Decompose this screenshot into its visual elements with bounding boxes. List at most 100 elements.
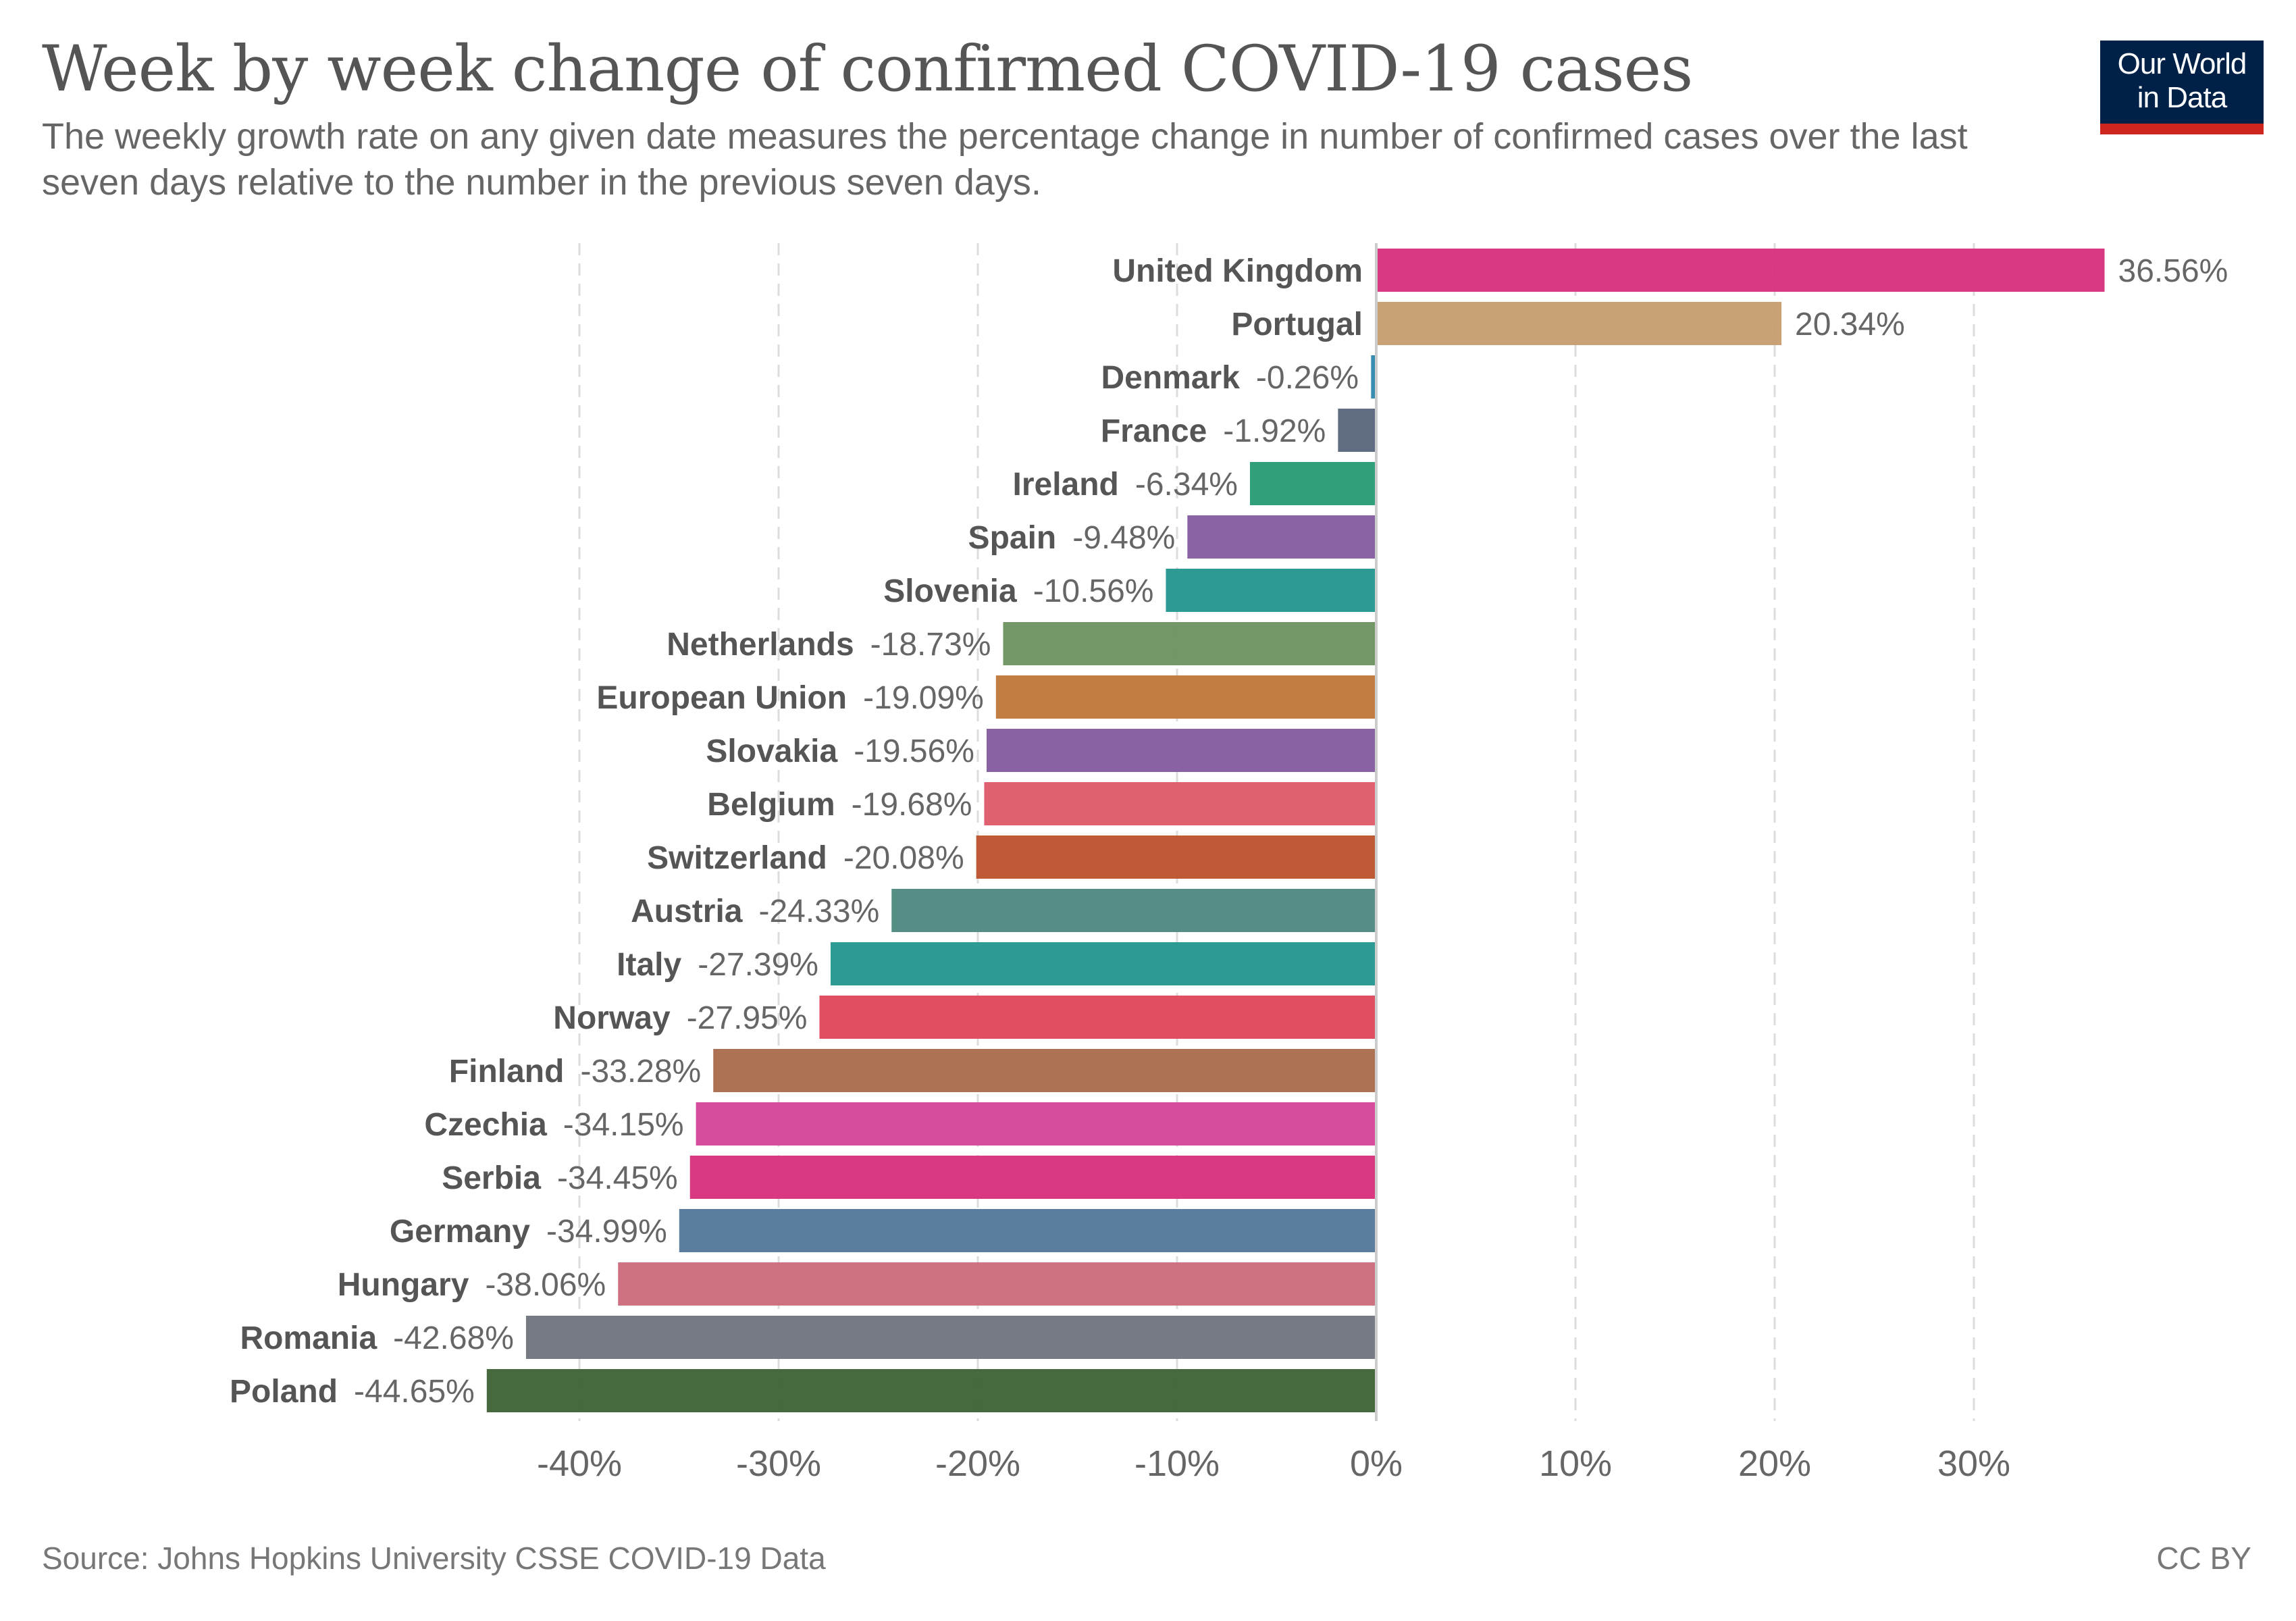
bar-label: Netherlands -18.73% <box>667 627 991 663</box>
category-label: Finland <box>449 1054 565 1089</box>
bar-label: Hungary -38.06% <box>338 1267 606 1303</box>
chart-title: Week by week change of confirmed COVID-1… <box>42 32 1693 106</box>
label-spacer <box>469 1267 485 1303</box>
value-label: -19.68% <box>852 787 972 823</box>
category-label: Belgium <box>707 787 835 823</box>
label-spacer <box>1207 413 1223 449</box>
x-tick-label: 0% <box>1350 1443 1403 1484</box>
bar-label: European Union -19.09% <box>596 680 983 716</box>
label-spacer <box>1056 520 1072 556</box>
bar-united-kingdom[interactable] <box>1376 249 2105 292</box>
value-label: -34.99% <box>546 1214 667 1250</box>
label-spacer <box>541 1160 557 1196</box>
license-link[interactable]: CC BY <box>2156 1541 2251 1576</box>
label-spacer <box>854 627 870 663</box>
category-label: Slovenia <box>883 573 1017 609</box>
value-label: -19.09% <box>863 680 984 716</box>
bar-european-union[interactable] <box>995 675 1376 719</box>
value-label: -27.95% <box>687 1000 808 1036</box>
bar-france[interactable] <box>1338 409 1376 452</box>
logo-stripe <box>2100 124 2264 134</box>
label-spacer <box>671 1000 687 1036</box>
owid-logo[interactable]: Our World in Data <box>2100 41 2264 134</box>
label-spacer <box>338 1374 354 1410</box>
bar-belgium[interactable] <box>984 782 1376 825</box>
bar-ireland[interactable] <box>1249 462 1376 505</box>
bar-label: Italy -27.39% <box>617 947 818 983</box>
label-spacer <box>827 840 843 876</box>
bar-serbia[interactable] <box>689 1156 1376 1199</box>
bar-slovenia[interactable] <box>1166 569 1376 612</box>
bar-label: Switzerland -20.08% <box>647 840 964 876</box>
label-spacer <box>564 1054 580 1089</box>
bar-label: Norway -27.95% <box>553 1000 807 1036</box>
bar-poland[interactable] <box>486 1369 1377 1412</box>
category-label: Italy <box>617 947 681 983</box>
bar-denmark[interactable] <box>1371 355 1377 398</box>
bar-label: Slovakia -19.56% <box>706 734 974 769</box>
label-spacer <box>530 1214 546 1250</box>
bar-label: Finland -33.28% <box>449 1054 701 1089</box>
label-spacer <box>1119 467 1135 503</box>
category-label: Switzerland <box>647 840 827 876</box>
logo-text: Our World in Data <box>2100 47 2264 115</box>
value-label: -18.73% <box>870 627 991 663</box>
bar-label: Germany -34.99% <box>390 1214 667 1250</box>
label-spacer <box>742 894 758 929</box>
category-label: Austria <box>631 894 743 929</box>
bar-label: Czechia -34.15% <box>424 1107 683 1143</box>
value-label: -24.33% <box>758 894 879 929</box>
value-label: -0.26% <box>1256 360 1359 396</box>
bar-label: Spain -9.48% <box>968 520 1176 556</box>
category-label: Romania <box>240 1320 377 1356</box>
value-label: -1.92% <box>1223 413 1326 449</box>
category-label: Slovakia <box>706 734 837 769</box>
bar-italy[interactable] <box>830 942 1376 985</box>
label-spacer <box>1017 573 1033 609</box>
label-spacer <box>681 947 698 983</box>
x-tick-label: -20% <box>935 1443 1020 1484</box>
bar-label: Poland -44.65% <box>230 1374 475 1410</box>
bar-label: Austria -24.33% <box>631 894 879 929</box>
bar-romania[interactable] <box>525 1316 1377 1359</box>
x-tick-label: -30% <box>736 1443 821 1484</box>
value-label: 36.56% <box>2118 253 2228 289</box>
label-spacer <box>377 1320 393 1356</box>
bar-austria[interactable] <box>891 889 1376 932</box>
label-spacer <box>1240 360 1256 396</box>
bar-norway[interactable] <box>819 996 1376 1039</box>
bar-slovakia[interactable] <box>986 729 1376 772</box>
bar-spain[interactable] <box>1187 515 1376 559</box>
category-label: United Kingdom <box>1112 253 1363 289</box>
bar-switzerland[interactable] <box>976 835 1376 879</box>
value-label: -10.56% <box>1033 573 1154 609</box>
value-label: 20.34% <box>1795 307 1905 342</box>
bar-labels: United Kingdom 36.56% Portugal 20.34% Denmar… <box>230 253 2228 1410</box>
bar-label: Ireland -6.34% <box>1012 467 1237 503</box>
category-label: Czechia <box>424 1107 547 1143</box>
value-label: -42.68% <box>393 1320 514 1356</box>
category-label: Germany <box>390 1214 530 1250</box>
source-note[interactable]: Source: Johns Hopkins University CSSE CO… <box>42 1541 826 1576</box>
category-label: Portugal <box>1231 307 1363 342</box>
bar-label: France -1.92% <box>1101 413 1326 449</box>
bar-label: Romania -42.68% <box>240 1320 514 1356</box>
value-label: -6.34% <box>1135 467 1238 503</box>
value-label: -34.15% <box>563 1107 684 1143</box>
label-spacer <box>547 1107 563 1143</box>
bar-portugal[interactable] <box>1376 302 1782 345</box>
bar-finland[interactable] <box>713 1049 1376 1092</box>
bar-germany[interactable] <box>679 1209 1377 1252</box>
category-label: Norway <box>553 1000 671 1036</box>
label-spacer <box>835 787 852 823</box>
x-tick-label: 30% <box>1937 1443 2010 1484</box>
category-label: Hungary <box>338 1267 469 1303</box>
category-label: Spain <box>968 520 1057 556</box>
x-tick-label: -10% <box>1134 1443 1220 1484</box>
logo-line-2: in Data <box>2137 81 2227 114</box>
bar-czechia[interactable] <box>696 1102 1376 1146</box>
bar-netherlands[interactable] <box>1003 622 1376 665</box>
bar-hungary[interactable] <box>618 1262 1376 1306</box>
category-label: Denmark <box>1101 360 1240 396</box>
